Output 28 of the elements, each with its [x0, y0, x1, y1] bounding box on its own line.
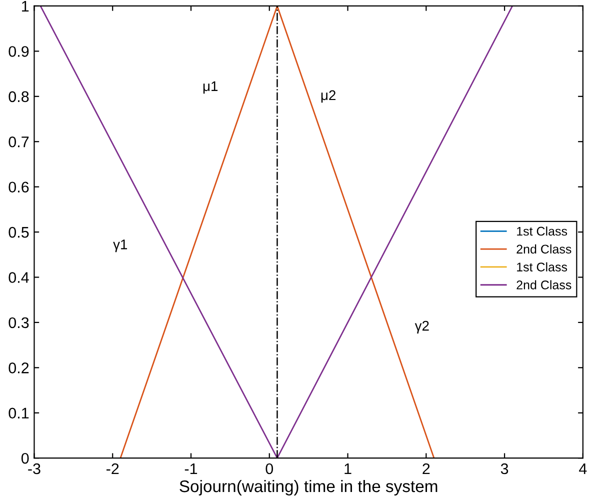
annotation: μ2 [321, 90, 336, 103]
y-tick-label: 0.9 [8, 46, 29, 57]
x-tick-label: 0 [266, 463, 274, 474]
annotation: γ2 [414, 320, 429, 334]
x-axis-title: Sojourn(waiting) time in the system [180, 480, 438, 496]
y-tick-label: 0 [21, 452, 29, 464]
y-tick-label: 0.5 [8, 226, 29, 238]
x-tick-label: 2 [422, 463, 430, 474]
x-tick-label: -2 [106, 463, 119, 474]
y-tick-label: 0.7 [8, 136, 29, 148]
y-tick-label: 0.6 [8, 182, 29, 193]
x-tick-label: 4 [579, 464, 587, 474]
y-tick-label: 0.8 [8, 91, 29, 102]
x-tick-label: 1 [344, 464, 352, 474]
x-tick-label: 3 [500, 463, 508, 474]
annotation: μ1 [203, 81, 218, 94]
x-tick-label: -3 [28, 463, 40, 474]
x-tick-label: -1 [184, 464, 198, 474]
y-tick-label: 0.2 [8, 362, 29, 374]
y-tick-label: 0.1 [8, 408, 29, 419]
y-tick-label: 0.3 [8, 317, 29, 328]
legend-label: 2nd Class [516, 280, 572, 290]
legend-label: 1st Class [517, 262, 568, 272]
y-tick-label: 1 [22, 1, 29, 12]
y-tick-label: 0.4 [8, 272, 29, 283]
legend-label: 2nd Class [516, 244, 572, 254]
annotation: γ1 [113, 240, 128, 252]
legend-label: 1st Class [517, 226, 568, 236]
